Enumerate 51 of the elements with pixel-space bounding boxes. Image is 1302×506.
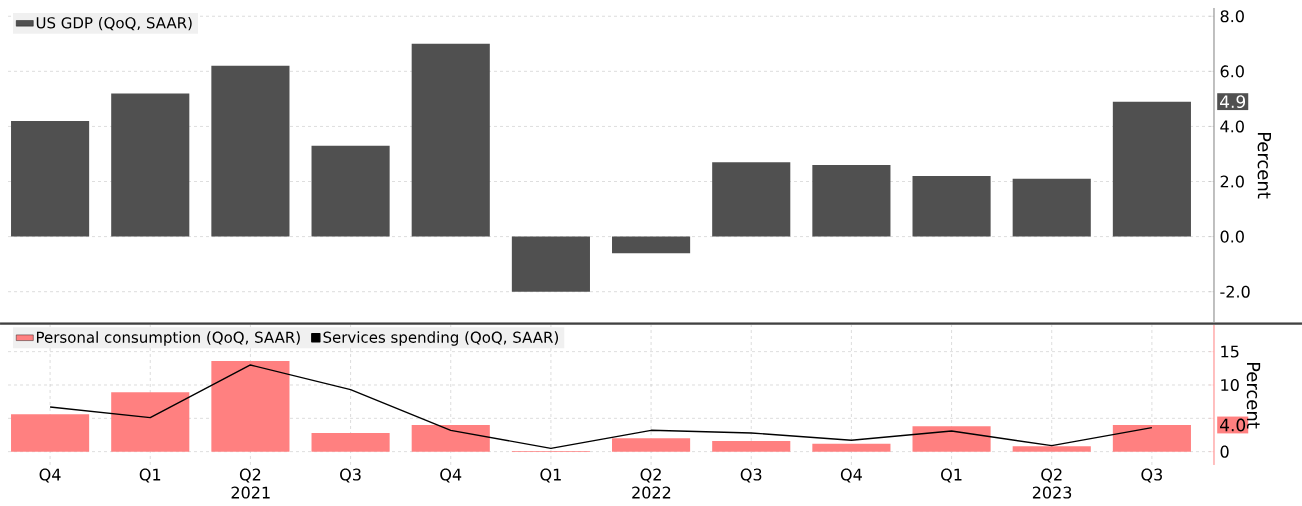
text: 4.9 — [1220, 95, 1246, 109]
bar — [511, 236, 590, 292]
x-tick-label: Q4 — [440, 468, 462, 483]
x-tick-label: Q3 — [740, 468, 762, 483]
bar — [411, 43, 490, 237]
x-tick-label: Q1 — [139, 468, 161, 483]
bar — [111, 93, 190, 237]
legend-label: Services spending (QoQ, SAAR) — [323, 331, 559, 346]
y-tick-label: 15 — [1221, 345, 1239, 358]
bar — [311, 432, 390, 452]
y-tick-label: 4.0 — [1220, 120, 1244, 133]
bar — [612, 236, 691, 254]
legend-label: Personal consumption (QoQ, SAAR) — [36, 331, 300, 346]
bar — [11, 414, 90, 452]
x-tick-label: Q3 — [340, 468, 361, 483]
bar — [211, 360, 290, 452]
bar — [912, 176, 991, 237]
y-tick-label: 8.0 — [1220, 10, 1244, 23]
y-tick-label: 0.0 — [1220, 230, 1244, 243]
bar — [111, 392, 190, 452]
y-tick-label: 6.0 — [1220, 65, 1244, 78]
x-tick-label: Q3 — [1141, 468, 1162, 483]
x-tick-label: Q1 — [941, 468, 962, 483]
x-tick-label: Q4 — [840, 468, 862, 483]
bar — [1012, 446, 1091, 452]
legend-label: US GDP (QoQ, SAAR) — [36, 16, 192, 31]
x-tick-label: Q2 2022 — [632, 468, 671, 499]
bar — [912, 426, 991, 452]
bar — [211, 65, 290, 237]
bar — [712, 162, 791, 237]
bar — [311, 145, 390, 237]
y-tick-label: 2.0 — [1220, 175, 1244, 188]
bar — [1112, 101, 1191, 237]
y-axis-title: Percent — [1246, 362, 1261, 429]
x-tick-label: Q2 2023 — [1032, 468, 1072, 499]
bar — [411, 424, 490, 452]
y-tick-label: 0 — [1220, 445, 1229, 458]
bar — [712, 440, 791, 452]
y-axis-title: Percent — [1257, 132, 1271, 199]
x-tick-label: Q2 2021 — [231, 468, 270, 499]
bar — [812, 164, 891, 237]
y-tick-label: -2.0 — [1220, 285, 1250, 298]
bar — [1012, 178, 1091, 237]
y-tick-label: 10 — [1221, 378, 1239, 392]
bar — [11, 120, 90, 237]
x-tick-label: Q1 — [540, 468, 561, 483]
x-tick-label: Q4 — [39, 468, 61, 483]
bar — [1112, 424, 1191, 452]
line-series — [49, 364, 1153, 450]
bar — [612, 438, 691, 452]
bar — [812, 443, 891, 452]
